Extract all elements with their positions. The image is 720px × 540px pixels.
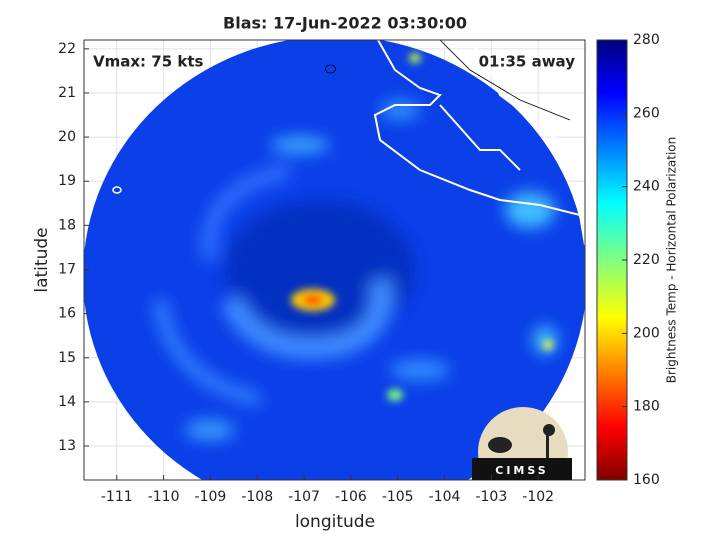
y-tick-label: 13 [58,438,76,454]
colorbar-tick-label: 280 [633,32,660,48]
colorbar-tick-label: 160 [633,472,660,488]
x-tick-label: -109 [195,489,227,505]
y-tick-label: 17 [58,261,76,277]
plot-frame [83,39,586,481]
y-tick-label: 19 [58,173,76,189]
x-tick-label: -106 [335,489,367,505]
x-tick-label: -102 [522,489,554,505]
y-tick-label: 14 [58,394,76,410]
chart-title: Blas: 17-Jun-2022 03:30:00 [223,14,467,33]
x-tick-label: -111 [101,489,133,505]
y-tick-label: 20 [58,129,76,145]
x-axis-label: longitude [295,512,375,532]
swath-image [84,40,585,480]
y-tick-label: 16 [58,306,76,322]
x-tick-label: -104 [429,489,461,505]
annotation: 01:35 away [479,53,576,71]
y-tick-label: 22 [58,41,76,57]
x-tick-label: -105 [382,489,414,505]
colorbar-tick-label: 180 [633,399,660,415]
logo-text: CIMSS [495,464,548,477]
colorbar-tick-label: 200 [633,325,660,341]
x-tick-label: -103 [475,489,507,505]
colorbar-label: Brightness Temp - Horizontal Polarizatio… [665,137,679,384]
y-tick-label: 21 [58,85,76,101]
annotation: Vmax: 75 kts [93,53,203,71]
y-axis-label: latitude [32,227,52,292]
colorbar-tick-label: 220 [633,252,660,268]
x-tick-label: -108 [241,489,273,505]
y-tick-label: 18 [58,217,76,233]
colorbar-tick-label: 260 [633,105,660,121]
x-tick-label: -107 [288,489,320,505]
logo: CIMSS [472,407,572,480]
colorbar-tick-label: 240 [633,179,660,195]
y-tick-label: 15 [58,350,76,366]
x-tick-label: -110 [148,489,180,505]
